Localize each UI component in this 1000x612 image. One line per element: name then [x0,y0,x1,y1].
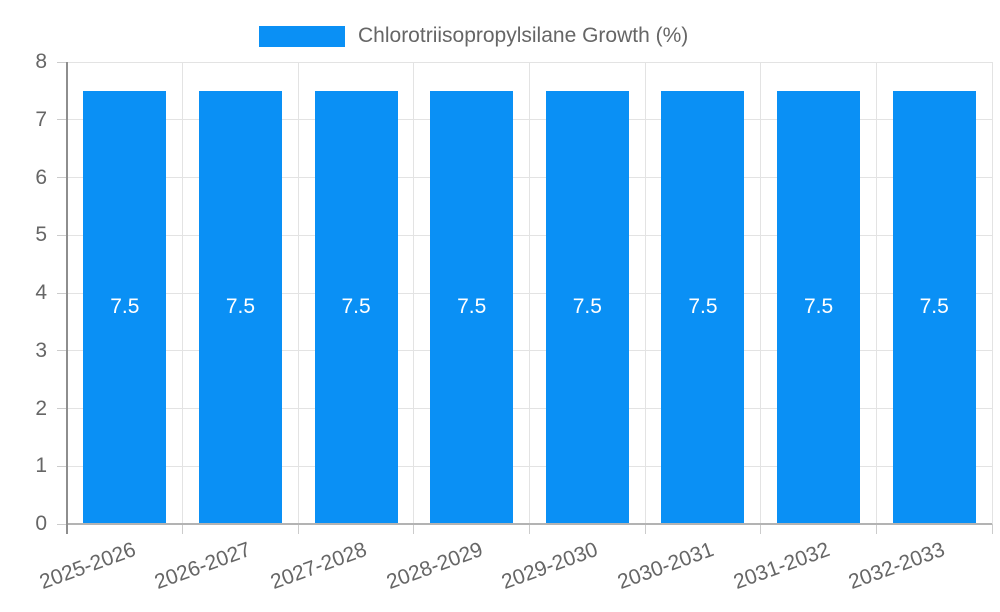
y-axis-tick [57,61,67,63]
x-axis-line [67,523,992,525]
gridline-vertical [644,62,646,524]
bar[interactable]: 7.5 [430,90,514,524]
gridline-vertical [413,62,415,524]
x-axis-tick [413,524,415,534]
legend-item[interactable]: Chlorotriisopropylsilane Growth (%) [259,24,688,48]
x-axis-tick [991,524,993,534]
gridline-vertical [991,62,993,524]
bar[interactable]: 7.5 [83,90,167,524]
gridline-vertical [182,62,184,524]
bar-value-label: 7.5 [225,295,256,319]
x-axis-tick [760,524,762,534]
x-axis-tick [875,524,877,534]
y-axis-tick [57,465,67,467]
bar[interactable]: 7.5 [545,90,629,524]
x-axis-tick [644,524,646,534]
y-tick-label: 7 [35,107,47,131]
y-tick-label: 0 [35,512,47,535]
gridline-vertical [297,62,299,524]
y-axis-tick [57,408,67,409]
bar-value-label: 7.5 [110,295,140,319]
y-axis-tick [57,350,67,352]
plot-area: 0 1 2 3 4 5 6 7 8 7.5 7.5 7.5 7.5 7.5 7.5 7.5 7.5 2025-20… [35,50,993,594]
y-tick-label: 4 [35,281,47,304]
y-axis-line [66,62,68,534]
y-tick-label: 5 [35,223,47,247]
bar[interactable]: 7.5 [661,90,745,524]
y-tick-label: 6 [35,165,47,189]
y-axis-tick [57,177,67,178]
y-axis-tick [57,234,67,236]
legend-label: Chlorotriisopropylsilane Growth (%) [358,24,689,47]
bar[interactable]: 7.5 [892,90,976,524]
bar-value-label: 7.5 [457,295,487,319]
gridline-vertical [760,62,762,524]
y-tick-label: 2 [35,396,47,420]
y-tick-label: 1 [35,454,47,478]
bar-value-label: 7.5 [341,295,371,319]
y-tick-label: 3 [35,338,47,362]
y-axis-tick [57,119,67,121]
y-axis-tick [57,523,67,525]
x-axis-tick [529,524,530,534]
bar[interactable]: 7.5 [777,90,861,524]
gridline-vertical [875,62,877,524]
bar[interactable]: 7.5 [198,90,282,524]
x-axis-tick [182,524,184,534]
bar[interactable]: 7.5 [314,90,398,524]
bar-value-label: 7.5 [803,295,834,319]
y-tick-label: 8 [35,50,47,73]
bar-value-label: 7.5 [572,295,602,319]
bar-value-label: 7.5 [919,295,949,319]
x-axis-tick [297,524,299,534]
y-axis-tick [57,292,67,294]
bar-value-label: 7.5 [688,295,718,319]
legend-swatch [259,25,345,47]
gridline-vertical [529,62,530,524]
